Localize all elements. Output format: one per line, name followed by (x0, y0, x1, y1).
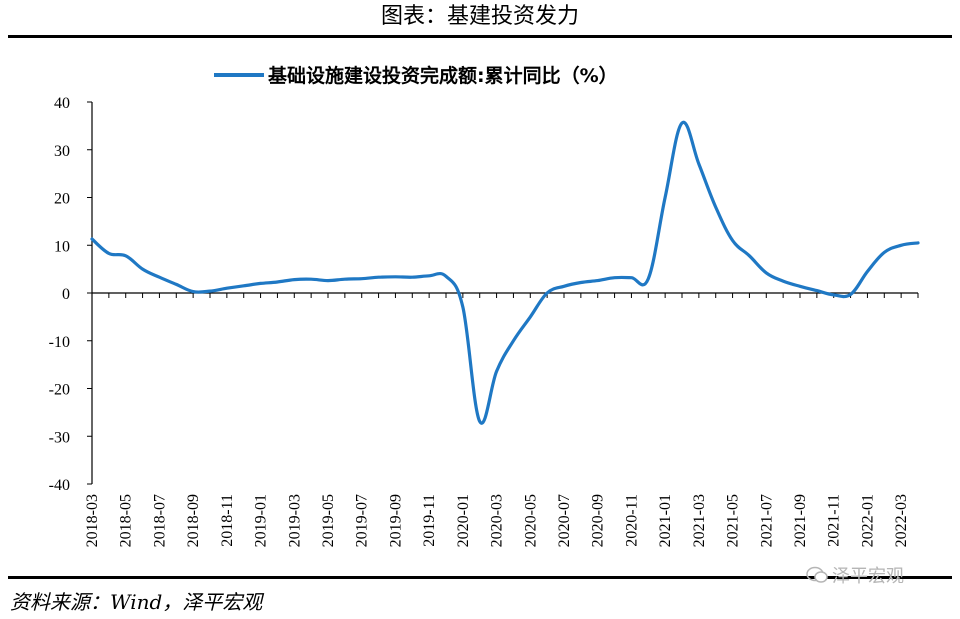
watermark: 泽平宏观 (806, 562, 904, 588)
bottom-rule (8, 576, 952, 579)
x-tick-label: 2021-03 (691, 494, 708, 547)
x-tick-label: 2019-09 (387, 494, 404, 547)
top-rule (8, 35, 952, 38)
y-tick-label: 10 (54, 238, 70, 255)
legend: 基础设施建设投资完成额:累计同比（%） (214, 64, 618, 87)
x-tick-label: 2022-03 (893, 494, 910, 547)
x-tick-label: 2019-07 (354, 494, 371, 547)
watermark-text: 泽平宏观 (832, 566, 904, 587)
x-tick-label: 2020-05 (522, 494, 539, 547)
x-tick-label: 2020-03 (489, 494, 506, 547)
x-tick-label: 2021-07 (758, 494, 775, 547)
x-tick-label: 2019-05 (320, 494, 337, 547)
chart-title: 图表：基建投资发力 (380, 4, 579, 29)
y-tick-label: -40 (49, 477, 70, 494)
x-tick-label: 2021-09 (792, 494, 809, 547)
source-note: 资料来源：Wind，泽平宏观 (10, 590, 263, 614)
y-axis-ticks: 40 30 20 10 0 -10 -20 -30 -40 (49, 95, 92, 494)
x-tick-label: 2019-03 (286, 494, 303, 547)
line-chart: 基础设施建设投资完成额:累计同比（%） 40 30 20 10 0 -10 -20 -30 -4… (49, 64, 920, 547)
x-tick-label: 2018-11 (219, 494, 236, 547)
x-tick-label: 2018-07 (151, 494, 168, 547)
y-tick-label: -20 (49, 382, 70, 399)
y-tick-label: 0 (62, 286, 70, 303)
y-tick-label: -30 (49, 429, 70, 446)
x-tick-label: 2020-11 (623, 494, 640, 547)
x-tick-label: 2019-11 (421, 494, 438, 547)
y-tick-label: 30 (54, 143, 70, 160)
y-tick-label: 20 (54, 191, 70, 208)
axes (91, 102, 918, 484)
x-tick-label: 2020-09 (590, 494, 607, 547)
x-tick-label: 2020-01 (455, 494, 472, 547)
series-layer (90, 120, 920, 425)
wechat-icon (806, 566, 828, 583)
x-axis-ticks: 2018-03 2018-05 2018-07 2018-09 2018-11 2019-… (84, 293, 919, 547)
legend-label: 基础设施建设投资完成额:累计同比（%） (267, 64, 618, 87)
x-tick-label: 2021-01 (657, 494, 674, 547)
x-tick-label: 2021-05 (725, 494, 742, 547)
x-tick-label: 2019-01 (253, 494, 270, 547)
x-tick-label: 2018-03 (84, 494, 101, 547)
x-tick-label: 2018-09 (185, 494, 202, 547)
y-tick-label: -10 (49, 334, 70, 351)
x-tick-label: 2020-07 (556, 494, 573, 547)
series-line-infrastructure-yoy (90, 120, 920, 425)
y-tick-label: 40 (54, 95, 70, 112)
x-tick-label: 2021-11 (826, 494, 843, 547)
x-tick-label: 2022-01 (859, 494, 876, 547)
x-tick-label: 2018-05 (118, 494, 135, 547)
